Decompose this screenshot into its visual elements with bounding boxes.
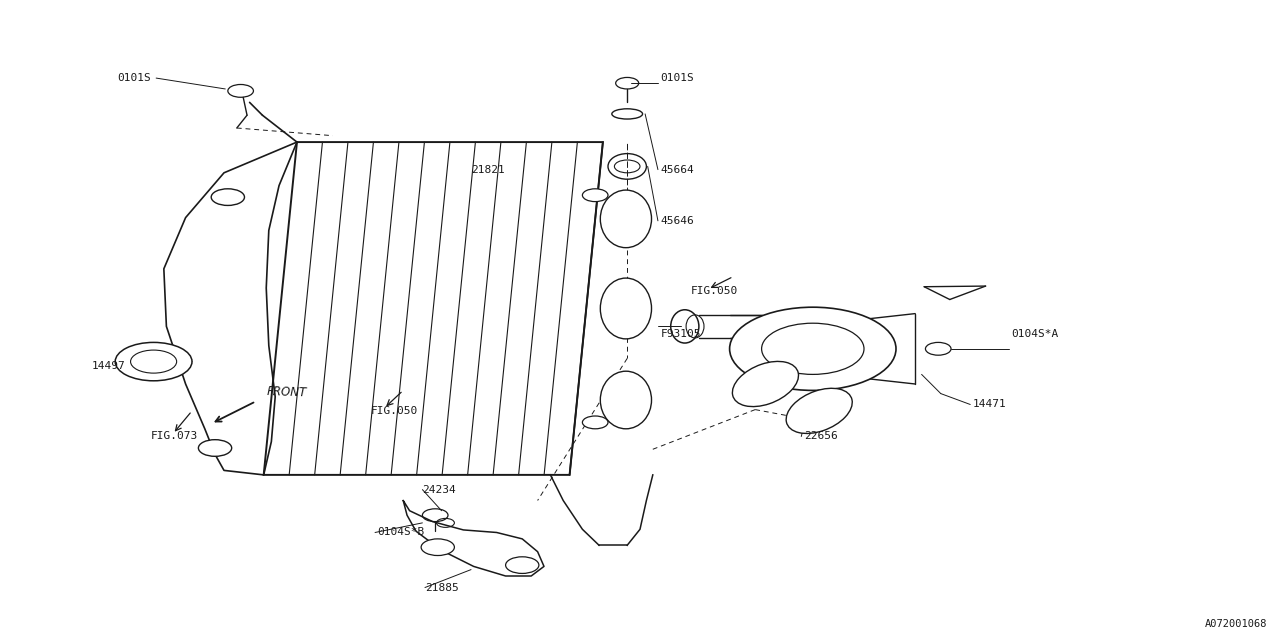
- Text: 14471: 14471: [973, 399, 1006, 410]
- Circle shape: [198, 440, 232, 456]
- Text: F93105: F93105: [660, 329, 701, 339]
- Text: 14497: 14497: [92, 361, 125, 371]
- Ellipse shape: [600, 371, 652, 429]
- Text: 21885: 21885: [425, 582, 458, 593]
- Circle shape: [211, 189, 244, 205]
- Text: 0104S*B: 0104S*B: [378, 527, 425, 538]
- Ellipse shape: [600, 278, 652, 339]
- Text: 0101S: 0101S: [660, 73, 694, 83]
- Ellipse shape: [732, 362, 799, 406]
- Circle shape: [506, 557, 539, 573]
- Text: 22656: 22656: [804, 431, 837, 442]
- Circle shape: [115, 342, 192, 381]
- Text: FIG.050: FIG.050: [371, 406, 419, 416]
- Polygon shape: [264, 142, 603, 475]
- Text: FIG.073: FIG.073: [151, 431, 198, 442]
- Circle shape: [421, 539, 454, 556]
- Circle shape: [582, 189, 608, 202]
- Text: A072001068: A072001068: [1204, 619, 1267, 629]
- Text: 45664: 45664: [660, 164, 694, 175]
- Text: 24234: 24234: [422, 484, 456, 495]
- Text: FRONT: FRONT: [266, 385, 307, 399]
- Text: FIG.050: FIG.050: [691, 286, 739, 296]
- Text: 21821: 21821: [471, 164, 504, 175]
- Circle shape: [582, 416, 608, 429]
- Text: 0101S: 0101S: [118, 73, 151, 83]
- Ellipse shape: [600, 190, 652, 248]
- Text: 45646: 45646: [660, 216, 694, 226]
- Circle shape: [730, 307, 896, 390]
- Text: 0104S*A: 0104S*A: [1011, 329, 1059, 339]
- Ellipse shape: [786, 388, 852, 433]
